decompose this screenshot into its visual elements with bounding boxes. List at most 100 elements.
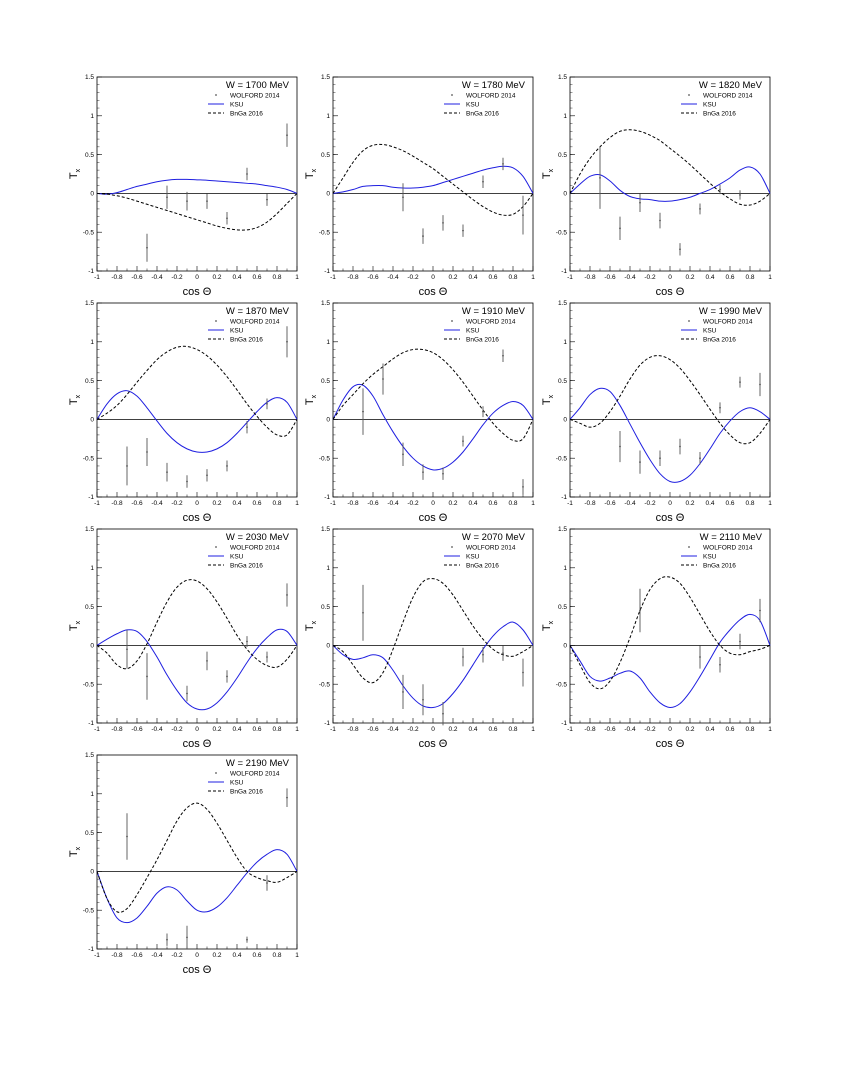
y-tick-label: 0.5 <box>85 830 94 837</box>
legend-label: KSU <box>230 554 244 561</box>
x-axis-label: cos Θ <box>183 964 212 976</box>
data-point <box>226 465 228 467</box>
bnga-curve <box>332 143 534 216</box>
x-tick-label: 0.2 <box>685 726 694 733</box>
x-tick-label: -1 <box>567 274 573 281</box>
data-point <box>679 248 681 251</box>
legend: WOLFORD 2014 KSU BnGa 2016 <box>444 319 516 344</box>
legend-label: WOLFORD 2014 <box>230 771 280 778</box>
y-axis-label: Tx <box>304 394 318 405</box>
x-tick-label: -0.8 <box>111 726 123 733</box>
x-tick-label: 0.6 <box>488 726 497 733</box>
x-tick-label: 0.2 <box>685 500 694 507</box>
data-point <box>759 609 761 612</box>
x-tick-label: 0.4 <box>468 500 477 507</box>
data-point <box>679 445 681 448</box>
legend-marker <box>451 546 453 548</box>
x-axis-label: cos Θ <box>419 286 448 298</box>
legend-label: KSU <box>703 328 717 335</box>
x-tick-label: -0.4 <box>151 274 163 281</box>
x-tick-label: 1 <box>531 500 535 507</box>
x-axis-label: cos Θ <box>183 286 212 298</box>
y-axis-label: Tx <box>304 168 318 179</box>
legend-label: WOLFORD 2014 <box>230 319 280 326</box>
y-tick-label: 1 <box>90 339 94 346</box>
y-tick-label: 0.5 <box>558 152 567 159</box>
x-tick-label: -0.6 <box>604 726 616 733</box>
legend-label: WOLFORD 2014 <box>703 93 753 100</box>
x-tick-label: -0.8 <box>347 274 359 281</box>
data-point <box>639 609 641 612</box>
x-tick-label: -0.6 <box>367 274 379 281</box>
legend-label: BnGa 2016 <box>230 563 263 570</box>
legend-label: WOLFORD 2014 <box>703 545 753 552</box>
data-point <box>739 194 741 196</box>
x-tick-label: 1 <box>295 952 299 959</box>
data-point <box>739 381 741 384</box>
x-tick-label: -0.2 <box>644 274 656 281</box>
y-tick-label: 1.5 <box>558 526 567 533</box>
x-tick-label: -0.2 <box>407 500 419 507</box>
legend-label: BnGa 2016 <box>703 337 736 344</box>
y-tick-label: 0 <box>326 417 330 424</box>
bnga-curve <box>332 578 534 684</box>
legend-label: KSU <box>703 554 717 561</box>
legend-label: WOLFORD 2014 <box>466 93 516 100</box>
x-tick-label: -0.4 <box>624 274 636 281</box>
y-tick-label: 1.5 <box>85 526 94 533</box>
ksu-curve <box>332 621 534 709</box>
x-tick-label: 0.6 <box>252 500 261 507</box>
legend: WOLFORD 2014 KSU BnGa 2016 <box>208 319 280 344</box>
bnga-curve <box>332 348 534 442</box>
data-point <box>266 882 268 884</box>
x-axis-label: cos Θ <box>183 738 212 750</box>
x-tick-label: 0.8 <box>272 726 281 733</box>
legend-marker <box>688 94 690 96</box>
data-point <box>502 652 504 655</box>
x-tick-label: 0.6 <box>252 952 261 959</box>
data-point <box>146 246 148 249</box>
panel-6: -1 -0.8 -0.6 -0.4 -0.2 0 0.2 0.4 0.6 0.8 1 -1 -0.5 0 0… <box>68 526 299 750</box>
x-tick-label: 0 <box>431 500 435 507</box>
data-point <box>699 457 701 460</box>
y-tick-label: 1.5 <box>85 300 94 307</box>
panel-title: W = 2030 MeV <box>226 532 290 543</box>
x-tick-label: 1 <box>768 274 772 281</box>
data-point <box>502 163 504 165</box>
y-axis-label: Tx <box>68 846 82 857</box>
legend-label: BnGa 2016 <box>703 111 736 118</box>
x-tick-label: -0.4 <box>151 952 163 959</box>
data-point <box>186 936 188 939</box>
y-tick-label: 1.5 <box>321 300 330 307</box>
x-tick-label: -0.2 <box>171 952 183 959</box>
bnga-curve <box>569 129 771 206</box>
x-tick-label: -0.2 <box>407 726 419 733</box>
bnga-curve <box>96 579 298 670</box>
data-point <box>442 221 444 224</box>
y-tick-label: -0.5 <box>556 455 568 462</box>
data-point <box>286 796 288 799</box>
x-tick-label: -1 <box>567 500 573 507</box>
panel-0: -1 -0.8 -0.6 -0.4 -0.2 0 0.2 0.4 0.6 0.8 1 -1 -0.5 0 0… <box>68 74 299 298</box>
x-tick-label: -0.6 <box>604 500 616 507</box>
y-tick-label: -1 <box>324 494 330 501</box>
y-tick-label: 0.5 <box>558 604 567 611</box>
x-tick-label: -0.6 <box>131 952 143 959</box>
x-tick-label: 0.4 <box>232 274 241 281</box>
y-tick-label: 1 <box>563 565 567 572</box>
data-point <box>226 217 228 220</box>
data-point <box>206 660 208 662</box>
plot-frame <box>332 76 534 272</box>
data-point <box>146 451 148 453</box>
ksu-curve <box>332 383 534 471</box>
data-point <box>402 196 404 199</box>
legend-label: WOLFORD 2014 <box>230 545 280 552</box>
x-tick-label: -0.6 <box>131 726 143 733</box>
legend-label: KSU <box>230 102 244 109</box>
x-tick-label: 0.8 <box>272 274 281 281</box>
legend: WOLFORD 2014 KSU BnGa 2016 <box>681 545 753 570</box>
x-tick-label: 0 <box>195 500 199 507</box>
panel-title: W = 1870 MeV <box>226 306 290 317</box>
ksu-curve <box>96 628 298 711</box>
x-tick-label: -0.6 <box>367 500 379 507</box>
